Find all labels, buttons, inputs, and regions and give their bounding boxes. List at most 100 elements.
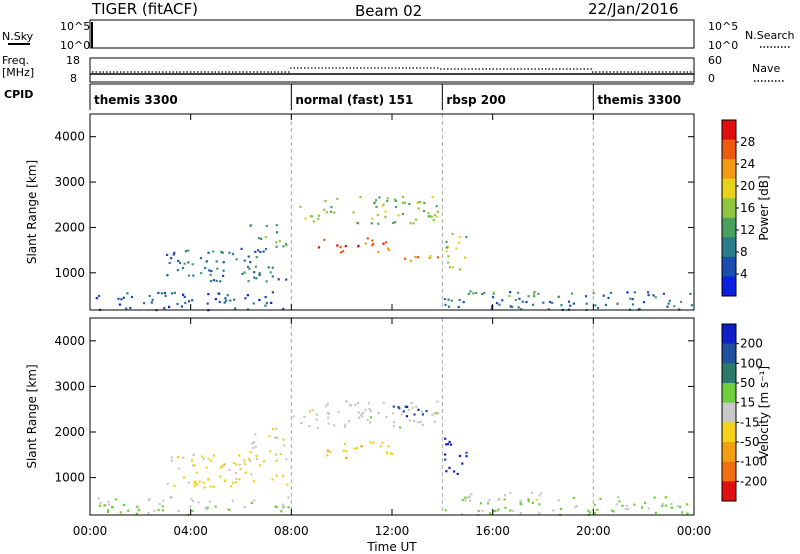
echo-cell [392, 221, 395, 225]
echo-cell [392, 412, 395, 415]
echo-cell [342, 449, 345, 452]
echo-cell [221, 465, 224, 468]
colorbar-title: Power [dB] [757, 175, 771, 240]
echo-cell [274, 453, 278, 456]
echo-cell [316, 426, 319, 430]
echo-cell [254, 250, 257, 253]
echo-cell [421, 413, 424, 416]
echo-region [317, 237, 391, 254]
echo-cell [662, 292, 665, 295]
echo-cell [240, 247, 243, 250]
echo-cell [182, 456, 185, 459]
echo-cell [221, 251, 224, 254]
echo-region [444, 496, 689, 516]
echo-cell [504, 494, 507, 497]
echo-cell [212, 279, 215, 282]
echo-cell [406, 405, 409, 408]
echo-cell [369, 416, 372, 419]
echo-cell [98, 294, 101, 298]
echo-cell [205, 260, 209, 263]
echo-cell [647, 507, 650, 510]
echo-cell [527, 498, 530, 501]
echo-cell [210, 270, 213, 273]
echo-cell [271, 266, 274, 269]
echo-cell [125, 307, 128, 310]
echo-cell [588, 511, 592, 514]
echo-cell [191, 509, 194, 512]
y-tick-label: 2000 [54, 220, 85, 234]
echo-cell [654, 511, 657, 514]
echo-cell [397, 214, 400, 217]
echo-cell [532, 303, 535, 306]
echo-cell [183, 295, 186, 299]
echo-cell [596, 508, 599, 511]
colorbar-swatch [722, 237, 736, 258]
echo-cell [292, 415, 295, 418]
echo-cell [207, 293, 210, 296]
echo-cell [457, 306, 460, 309]
echo-cell [256, 457, 259, 460]
echo-region [443, 291, 693, 312]
echo-cell [371, 217, 374, 220]
echo-cell [551, 301, 554, 304]
echo-region [166, 247, 288, 283]
echo-cell [429, 255, 432, 258]
echo-cell [369, 441, 372, 444]
echo-cell [415, 405, 418, 408]
echo-cell [205, 466, 208, 469]
echo-cell [401, 201, 404, 204]
echo-cell [275, 245, 278, 248]
echo-cell [633, 291, 636, 294]
echo-cell [215, 260, 218, 263]
colorbar-swatch [722, 422, 736, 443]
echo-cell [157, 509, 160, 512]
x-tick-label: 04:00 [173, 524, 208, 538]
nsearch-tick-top: 10^5 [708, 20, 738, 33]
echo-cell [231, 481, 234, 484]
echo-cell [602, 294, 605, 297]
echo-cell [647, 291, 650, 294]
echo-cell [560, 304, 563, 307]
echo-cell [572, 496, 575, 499]
y-tick-label: 4000 [54, 334, 85, 348]
echo-cell [281, 506, 284, 509]
echo-cell [189, 505, 192, 508]
colorbar-tick-label: 20 [740, 179, 755, 193]
echo-cell [381, 441, 384, 444]
echo-cell [234, 472, 238, 475]
echo-cell [375, 199, 378, 202]
echo-cell [642, 301, 646, 304]
echo-cell [469, 290, 472, 293]
echo-region [166, 451, 289, 489]
colorbar-swatch [722, 159, 736, 180]
echo-region [445, 232, 468, 271]
echo-cell [387, 445, 390, 448]
echo-cell [404, 257, 407, 260]
echo-cell [249, 451, 252, 454]
echo-region [95, 291, 285, 312]
echo-cell [510, 305, 514, 308]
echo-cell [358, 416, 361, 419]
echo-cell [282, 503, 285, 506]
echo-cell [97, 497, 100, 500]
nsearch-label: N.Search [745, 29, 795, 42]
echo-cell [385, 241, 388, 244]
echo-cell [465, 455, 468, 458]
echo-cell [205, 508, 208, 511]
echo-cell [204, 266, 207, 270]
echo-cell [107, 510, 110, 513]
echo-cell [208, 500, 211, 503]
x-tick-label: 08:00 [274, 524, 309, 538]
echo-cell [184, 301, 187, 305]
echo-cell [252, 441, 256, 444]
echo-cell [201, 455, 204, 458]
echo-cell [445, 470, 448, 473]
echo-cell [327, 412, 330, 415]
echo-region [97, 496, 290, 516]
echo-cell [252, 480, 256, 483]
x-tick-label: 00:00 [677, 524, 712, 538]
echo-cell [432, 218, 435, 222]
echo-cell [231, 499, 234, 502]
echo-cell [431, 196, 434, 199]
echo-cell [226, 508, 230, 511]
